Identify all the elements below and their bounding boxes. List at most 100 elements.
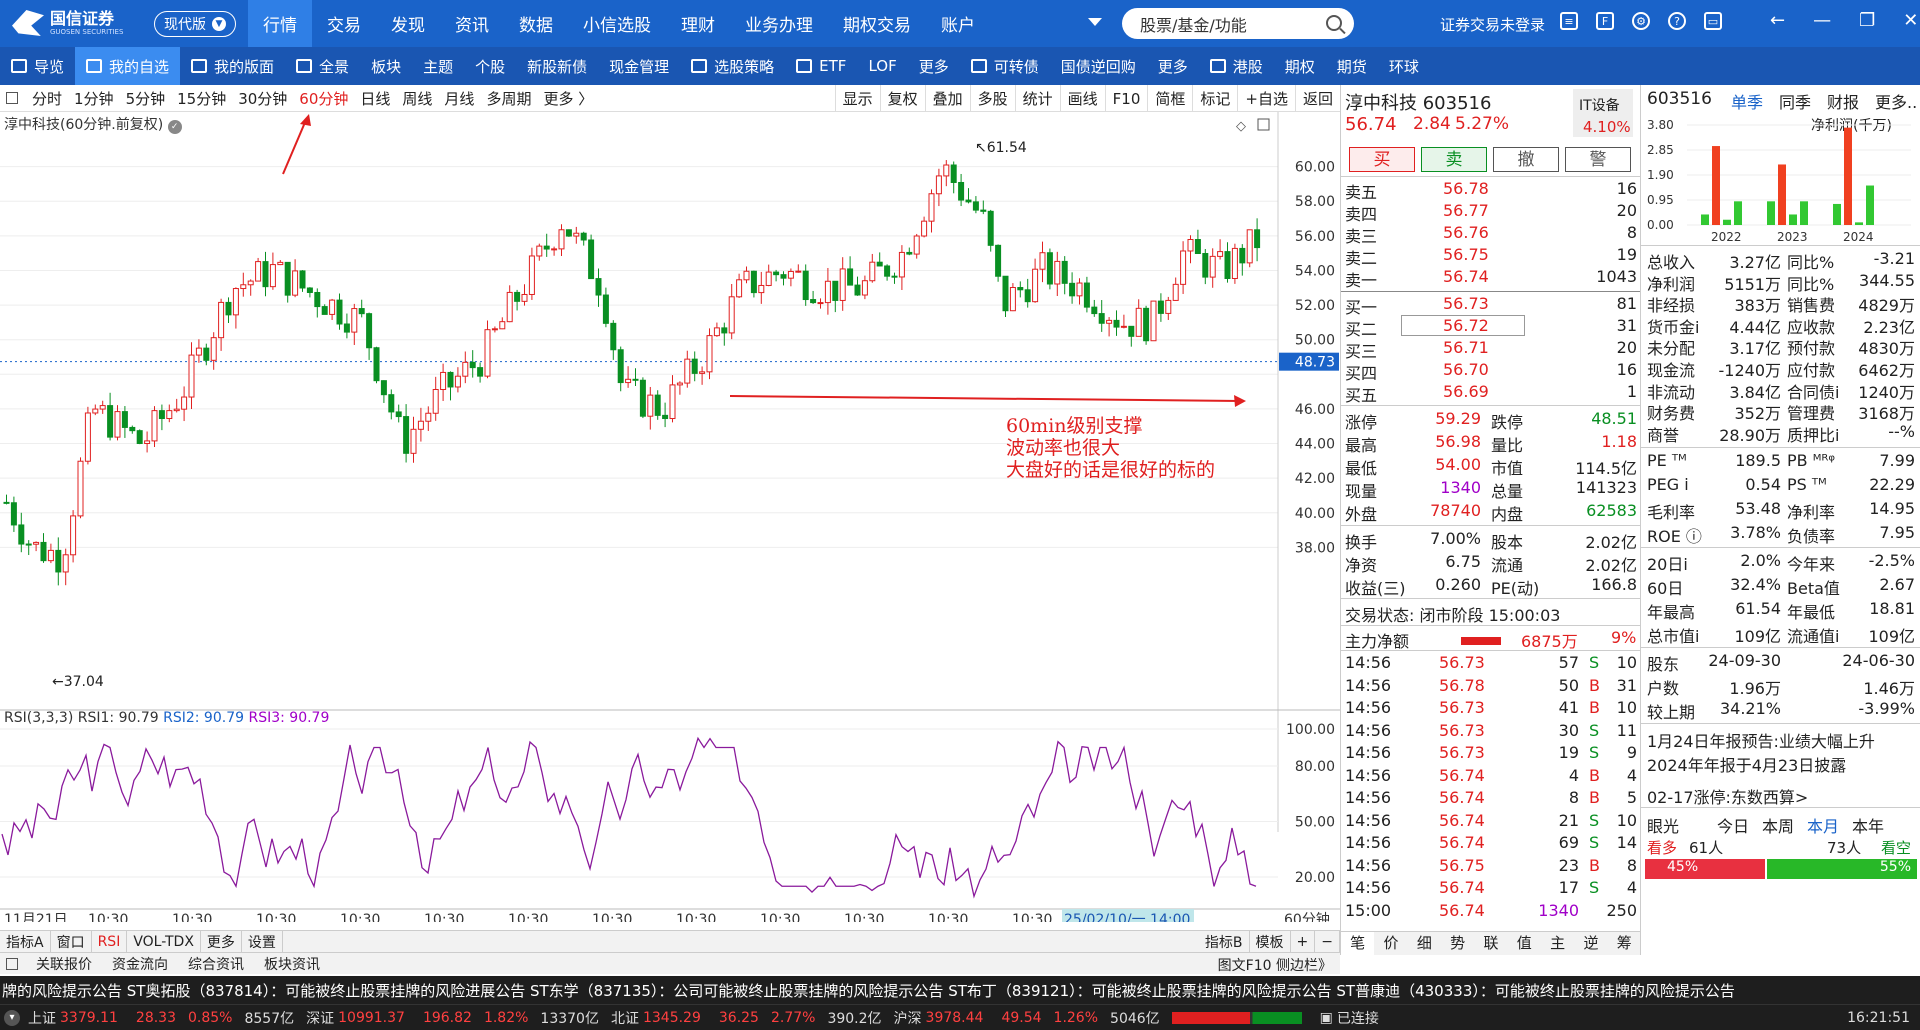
chart-tool-button[interactable]: 返回 (1294, 85, 1340, 112)
tick-tab[interactable]: 联 (1483, 934, 1499, 952)
top-nav-item[interactable]: 理财 (681, 16, 715, 36)
sub-nav-item[interactable]: ETF (785, 47, 857, 85)
alert-button[interactable]: 警 (1565, 147, 1631, 172)
period-tab[interactable]: 60分钟 (299, 89, 349, 108)
sub-nav-item[interactable]: 环球 (1378, 47, 1430, 85)
info-tab[interactable]: 板块资讯 (264, 957, 320, 973)
chart-tool-button[interactable]: 叠加 (924, 85, 970, 112)
tick-tab[interactable]: 笔 (1341, 932, 1375, 955)
sell-button[interactable]: 卖 (1421, 147, 1487, 172)
news-item[interactable]: 02-17涨停:东数西算> (1647, 788, 1809, 807)
indicator-tab[interactable]: 更多 (201, 931, 242, 953)
message-icon[interactable]: ▭ (1704, 12, 1722, 30)
tick-tab[interactable]: 价 (1383, 934, 1399, 952)
expand-icon[interactable] (1257, 118, 1270, 131)
sub-nav-item[interactable]: 个股 (464, 47, 516, 85)
top-nav-item[interactable]: 资讯 (455, 16, 489, 36)
list-icon[interactable] (6, 958, 18, 970)
tick-tab[interactable]: 筹 (1616, 934, 1632, 952)
news-ticker[interactable]: 牌的风险提示公告 ST奥拓股（837814）：可能被终止股票挂牌的风险进展公告 … (0, 976, 1920, 1004)
search-input[interactable]: 股票/基金/功能 (1122, 8, 1354, 39)
top-nav-item[interactable]: 业务办理 (745, 16, 813, 36)
period-tab[interactable]: 日线 (360, 89, 391, 108)
period-tab[interactable]: 更多 〉 (543, 89, 594, 108)
news-item[interactable]: 2024年年报于4月23日披露 (1647, 756, 1847, 775)
fin-tab[interactable]: 单季 (1731, 93, 1764, 112)
indicator-tab[interactable]: 指标A (0, 931, 51, 953)
kline-chart-area[interactable]: 60.00 58.00 56.00 54.00 52.00 50.00 48.73 46.00… (0, 112, 1340, 922)
back-icon[interactable]: ← (1770, 10, 1786, 31)
news-item[interactable]: 1月24日年报预告:业绩大幅上升 (1647, 732, 1875, 751)
chart-tool-button[interactable]: 复权 (879, 85, 925, 112)
notepad-icon[interactable]: F (1596, 12, 1614, 30)
info-tab[interactable]: 关联报价 (36, 957, 92, 973)
chart-tool-button[interactable]: 简框 (1147, 85, 1192, 112)
cancel-button[interactable]: 撤 (1493, 147, 1559, 172)
indicator-tab[interactable]: VOL-TDX (127, 931, 201, 953)
period-tab[interactable]: 周线 (402, 89, 433, 108)
tick-tab[interactable]: 值 (1516, 934, 1532, 952)
sub-nav-item[interactable]: 我的版面 (180, 47, 285, 85)
index-name[interactable]: 沪深 (893, 1010, 922, 1027)
sub-nav-item[interactable]: 板块 (360, 47, 412, 85)
sub-nav-item[interactable]: 选股策略 (680, 47, 785, 85)
tick-tab[interactable]: 势 (1450, 934, 1466, 952)
top-nav-item[interactable]: 账户 (941, 16, 975, 36)
period-tab[interactable]: 30分钟 (238, 89, 288, 108)
period-tab[interactable]: 分时 (32, 89, 63, 108)
chart-tool-button[interactable]: 标记 (1192, 85, 1237, 112)
view-tab[interactable]: 本年 (1852, 817, 1885, 836)
sub-nav-item[interactable]: 新股新债 (516, 47, 598, 85)
indicator-right-tab[interactable]: + (1291, 931, 1316, 953)
tick-tab[interactable]: 主 (1550, 934, 1566, 952)
top-nav-item[interactable]: 期权交易 (843, 16, 911, 36)
sub-nav-item[interactable]: 国债逆回购 (1050, 47, 1147, 85)
chart-tool-button[interactable]: +自选 (1237, 85, 1295, 112)
sidebar-toggle-icon[interactable] (6, 92, 18, 104)
sub-nav-item[interactable]: 更多 (908, 47, 960, 85)
buy-button[interactable]: 买 (1349, 147, 1415, 172)
layers-icon[interactable]: ≡ (1560, 12, 1578, 30)
sub-nav-item[interactable]: 导览 (0, 47, 75, 85)
fin-tab[interactable]: 同季 (1779, 93, 1812, 112)
tick-tab[interactable]: 逆 (1583, 934, 1599, 952)
draw-tool-icon[interactable]: ◇ (1236, 119, 1246, 134)
indicator-tab[interactable]: 设置 (242, 931, 283, 953)
sub-nav-item[interactable]: 期货 (1326, 47, 1378, 85)
headset-icon[interactable]: ? (1668, 12, 1686, 30)
indicator-right-tab[interactable]: 模板 (1250, 931, 1291, 953)
top-nav-item[interactable]: 发现 (391, 16, 425, 36)
chart-tool-button[interactable]: F10 (1104, 85, 1148, 112)
chart-tool-button[interactable]: 画线 (1059, 85, 1105, 112)
top-nav-item[interactable]: 小信选股 (583, 16, 651, 36)
sub-nav-item[interactable]: 现金管理 (598, 47, 680, 85)
mode-switch[interactable]: 现代版 ▼ (154, 11, 236, 37)
sub-nav-item[interactable]: 更多 (1147, 47, 1199, 85)
brand-logo[interactable]: 国信证券 GUOSEN SECURITIES (12, 8, 130, 38)
indicator-right-tab[interactable]: − (1315, 931, 1340, 953)
period-tab[interactable]: 多周期 (486, 89, 532, 108)
tick-tab[interactable]: 细 (1416, 934, 1432, 952)
dropdown-caret-icon[interactable] (1088, 18, 1102, 26)
fin-tab[interactable]: 更多.. (1875, 93, 1918, 112)
chart-tool-button[interactable]: 显示 (834, 85, 880, 112)
info-tab[interactable]: 资金流向 (112, 957, 168, 973)
view-tab[interactable]: 本周 (1762, 817, 1795, 836)
restore-icon[interactable]: ❐ (1859, 10, 1876, 31)
sub-nav-item[interactable]: 期权 (1274, 47, 1326, 85)
indicator-right-tab[interactable]: 指标B (1199, 931, 1250, 953)
indicator-tab[interactable]: RSI (92, 931, 128, 953)
sector-badge[interactable] (1573, 89, 1633, 137)
fin-tab[interactable]: 财报 (1827, 93, 1860, 112)
top-nav-item[interactable]: 行情 (248, 0, 312, 47)
indicator-tab[interactable]: 窗口 (51, 931, 92, 953)
sub-nav-item[interactable]: 全景 (285, 47, 360, 85)
sub-nav-item[interactable]: 主题 (412, 47, 464, 85)
period-tab[interactable]: 1分钟 (74, 89, 114, 108)
sidebar-toggle-button[interactable]: 图文F10 侧边栏》 (1217, 958, 1332, 974)
index-name[interactable]: 深证 (306, 1010, 335, 1027)
view-tab[interactable]: 眼光 (1647, 817, 1680, 836)
chart-tool-button[interactable]: 统计 (1014, 85, 1060, 112)
sub-nav-item[interactable]: LOF (857, 47, 907, 85)
index-name[interactable]: 上证 (28, 1010, 56, 1027)
